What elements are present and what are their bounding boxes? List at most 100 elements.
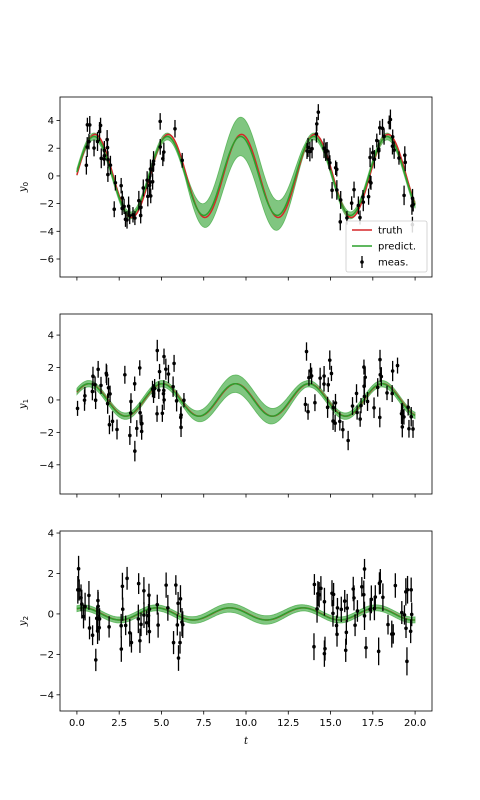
measurement-point <box>178 631 182 654</box>
measurement-point <box>308 141 312 162</box>
measurement-point <box>136 573 141 595</box>
measurement-point <box>133 211 137 226</box>
legend-label: predict. <box>378 242 416 253</box>
measurement-point <box>325 141 329 160</box>
ytick-label: 0 <box>48 395 54 406</box>
measurement-point <box>158 139 163 155</box>
plot-area <box>75 339 416 462</box>
ytick-label: 2 <box>48 569 54 580</box>
measurement-point <box>378 349 382 370</box>
measurement-point <box>372 596 377 621</box>
ytick-label: 4 <box>48 529 54 540</box>
measurement-point <box>139 612 143 637</box>
measurement-point <box>157 381 161 399</box>
measurement-point <box>331 600 335 627</box>
measurement-point <box>126 196 131 216</box>
subplot-0: 4 2 0 −2 −4 −6 y0 truth predict. meas. <box>18 96 433 281</box>
measurement-point <box>362 359 366 375</box>
measurement-point <box>162 380 166 401</box>
measurement-point <box>135 420 139 437</box>
measurement-point <box>119 636 124 662</box>
xtick-label: 0.0 <box>69 718 85 729</box>
measurement-point <box>107 616 111 638</box>
measurement-point <box>81 604 86 629</box>
subplot-2: 4 2 0 −2 −4 0.0 2.5 5.0 7.5 10.0 12.5 15.0 17.5 20.0 y… <box>18 529 433 747</box>
measurement-point <box>85 137 90 157</box>
measurement-point <box>113 175 118 191</box>
measurement-point <box>99 376 103 394</box>
ytick-label: 2 <box>48 363 54 374</box>
measurement-point <box>335 597 340 618</box>
measurement-point <box>338 190 343 209</box>
measurement-point <box>326 377 331 393</box>
measurement-point <box>333 393 338 412</box>
measurement-point <box>93 391 98 410</box>
measurement-point <box>349 196 354 210</box>
x-axis-label: t <box>244 736 249 747</box>
measurement-point <box>137 190 141 211</box>
measurement-point <box>354 384 359 403</box>
ytick-label: −4 <box>39 690 54 701</box>
measurement-point <box>180 608 184 637</box>
measurement-point <box>112 201 117 218</box>
measurement-point <box>317 582 321 608</box>
measurement-point <box>343 638 348 662</box>
ytick-label: −6 <box>39 255 54 266</box>
measurement-point <box>76 555 81 582</box>
measurement-point <box>330 181 334 199</box>
measurement-point <box>325 396 330 418</box>
measurement-point <box>323 636 327 661</box>
measurement-point <box>123 615 128 636</box>
measurement-point <box>84 155 89 175</box>
xtick-label: 12.5 <box>277 718 299 729</box>
measurement-point <box>327 350 332 370</box>
measurement-point <box>378 407 382 428</box>
measurement-point <box>119 613 123 638</box>
measurement-point <box>329 365 334 382</box>
measurement-point <box>305 143 309 159</box>
ytick-label: 0 <box>48 171 54 182</box>
measurement-point <box>147 583 151 607</box>
measurement-point <box>409 406 414 427</box>
measurement-point <box>376 637 381 666</box>
measurement-point <box>176 591 180 615</box>
plot-area <box>76 555 416 676</box>
measurement-point <box>368 147 372 168</box>
measurement-point <box>155 405 159 422</box>
measurement-point <box>356 196 361 215</box>
measurement-point <box>381 583 385 612</box>
measurement-point <box>407 419 411 438</box>
measurement-point <box>173 119 177 138</box>
measurement-point <box>322 587 327 616</box>
measurement-point <box>400 416 405 438</box>
measurement-point <box>147 619 152 644</box>
measurement-point <box>180 152 185 168</box>
measurement-point <box>138 402 142 423</box>
measurement-point <box>391 624 396 644</box>
measurement-point <box>164 358 168 380</box>
measurement-point <box>378 120 382 135</box>
measurement-point <box>146 604 151 628</box>
ytick-label: 2 <box>48 144 54 155</box>
xtick-label: 15.0 <box>319 718 341 729</box>
measurement-point <box>375 133 379 148</box>
xtick-label: 20.0 <box>404 718 426 729</box>
measurement-point <box>339 596 344 623</box>
measurement-point <box>182 393 186 408</box>
measurement-point <box>142 577 146 605</box>
measurement-point <box>128 426 132 445</box>
measurement-point <box>330 580 334 607</box>
measurement-point <box>362 377 366 396</box>
measurement-point <box>175 614 180 636</box>
xtick-label: 7.5 <box>196 718 212 729</box>
measurement-point <box>392 141 396 159</box>
measurement-point <box>164 572 168 598</box>
measurement-point <box>92 139 96 157</box>
measurement-point <box>166 364 171 384</box>
measurement-point <box>361 580 366 609</box>
measurement-point <box>119 177 123 194</box>
measurement-point <box>359 398 363 414</box>
measurement-point <box>362 601 367 631</box>
measurement-point <box>133 440 137 462</box>
measurement-point <box>174 390 179 412</box>
